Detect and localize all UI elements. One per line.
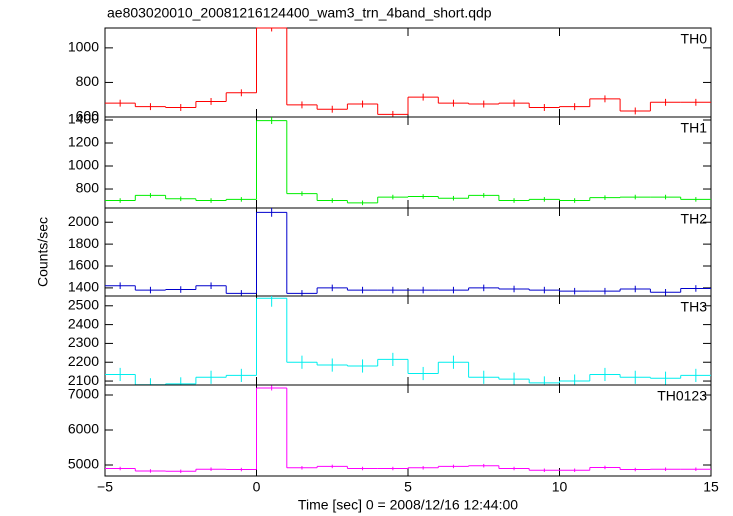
y-tick-label: 1200 <box>68 134 99 150</box>
panel-label: TH1 <box>681 120 708 136</box>
y-tick-label: 1000 <box>68 39 99 55</box>
y-tick-label: 2100 <box>68 372 99 388</box>
panel-frame <box>104 384 712 477</box>
y-tick-label: 1000 <box>68 157 99 173</box>
y-axis-label: Counts/sec <box>35 217 51 287</box>
y-tick-label: 2400 <box>68 315 99 331</box>
panel-frame <box>104 116 712 209</box>
y-tick-label: 7000 <box>68 386 99 402</box>
y-tick-label: 800 <box>76 180 100 196</box>
y-tick-label: 2500 <box>68 296 99 312</box>
y-tick-label: 1800 <box>68 235 99 251</box>
y-tick-label: 2200 <box>68 353 99 369</box>
x-axis-label: Time [sec] 0 = 2008/12/16 12:44:00 <box>298 497 518 513</box>
panel-label: TH3 <box>681 299 708 315</box>
y-tick-label: 800 <box>76 73 100 89</box>
y-tick-label: 1400 <box>68 279 99 295</box>
y-tick-label: 600 <box>76 108 100 124</box>
x-tick-label: 15 <box>703 479 719 495</box>
y-tick-label: 2300 <box>68 334 99 350</box>
panel-label: TH0123 <box>657 388 707 404</box>
panel-label: TH0 <box>681 31 708 47</box>
panel-label: TH2 <box>681 211 708 227</box>
y-tick-label: 2000 <box>68 213 99 229</box>
x-tick-label: 0 <box>253 479 261 495</box>
x-tick-label: 10 <box>552 479 568 495</box>
y-tick-label: 5000 <box>68 456 99 472</box>
y-tick-label: 1600 <box>68 257 99 273</box>
panel-frame <box>104 207 712 297</box>
x-tick-label: −5 <box>97 479 113 495</box>
chart-title: ae803020010_20081216124400_wam3_trn_4ban… <box>107 5 492 21</box>
y-tick-label: 1400 <box>68 111 99 127</box>
y-tick-label: 6000 <box>68 421 99 437</box>
x-tick-label: 5 <box>404 479 412 495</box>
